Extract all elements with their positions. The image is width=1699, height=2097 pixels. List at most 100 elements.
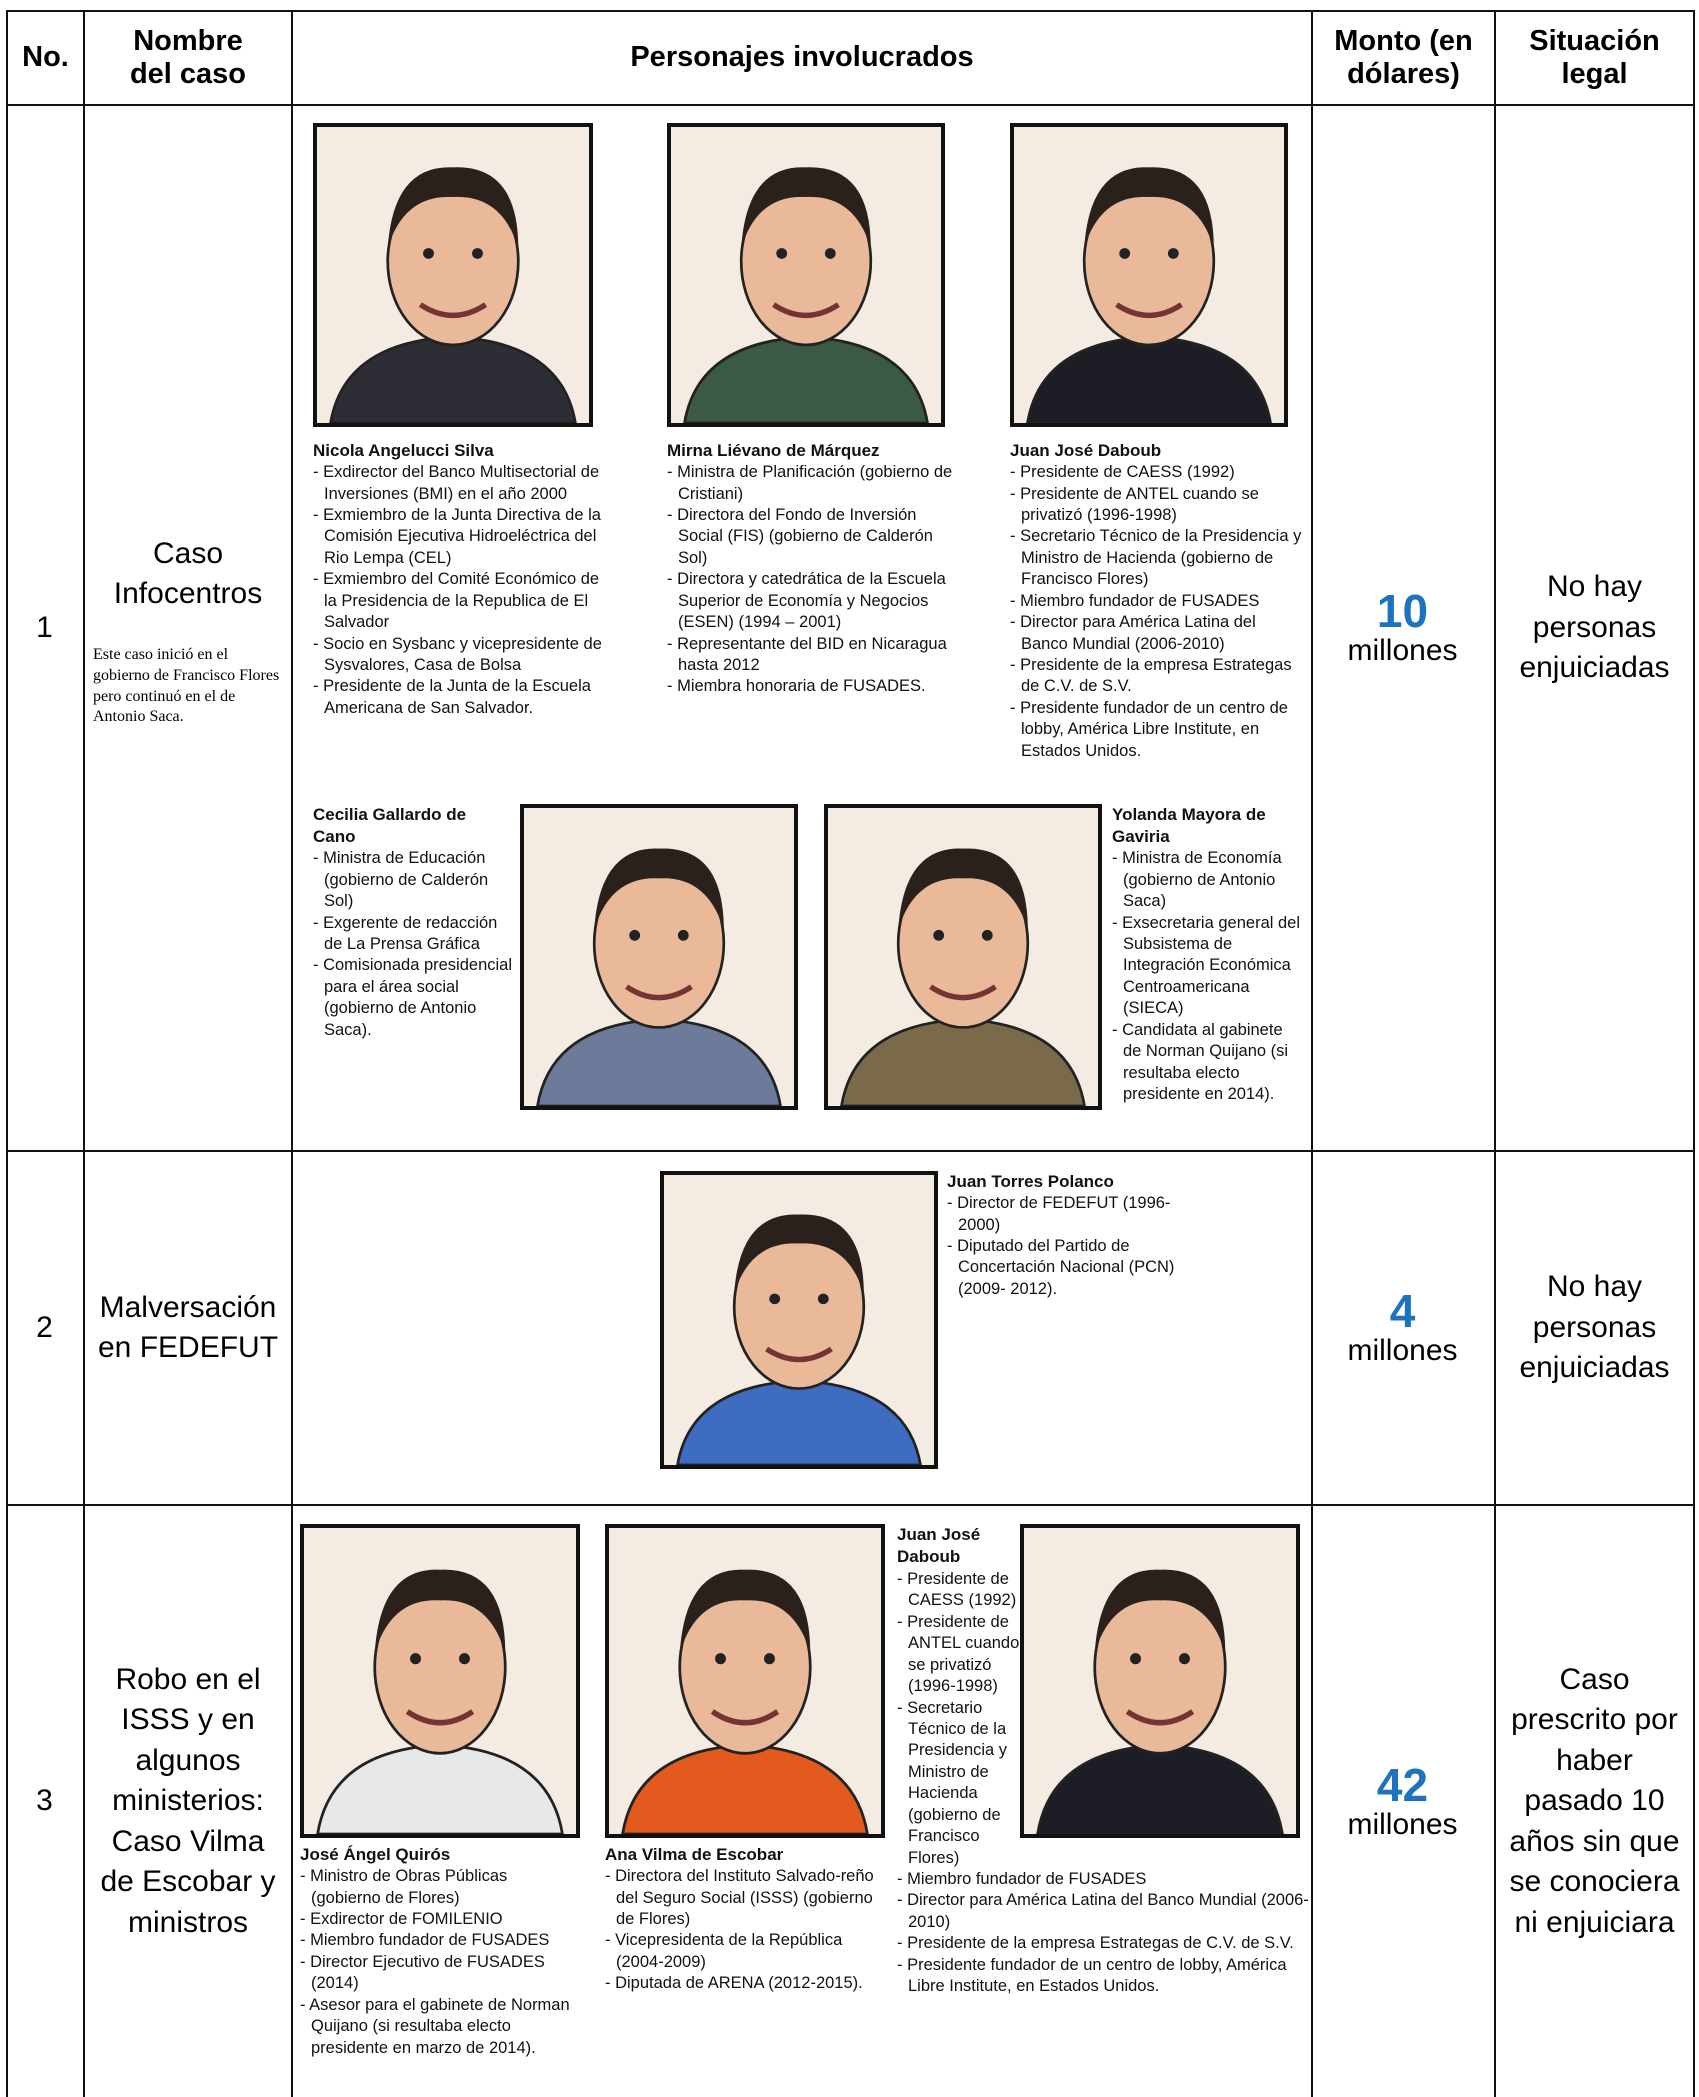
- portrait-drawing: [316, 1569, 564, 1834]
- person-item: - Miembra honoraria de FUSADES.: [667, 677, 926, 696]
- portrait: [605, 1524, 885, 1838]
- person-text: Juan Torres Polanco - Director de FEDEFUT…: [947, 1171, 1187, 1300]
- person-item: - Candidata al gabinete de Norman Quijan…: [1112, 1020, 1289, 1103]
- header-text: Personajes involucrados: [630, 41, 974, 74]
- portrait: [660, 1171, 938, 1469]
- person-item: - Presidente de CAESS (1992): [1010, 463, 1235, 482]
- person-item: - Presidente de CAESS (1992): [897, 1569, 1017, 1610]
- person-item: - Presidente fundador de un centro de lo…: [1010, 698, 1288, 760]
- person-text: Nicola Angelucci Silva - Exdirector del B…: [313, 440, 603, 719]
- portrait: [313, 123, 593, 427]
- table-cell: [1494, 1504, 1695, 2097]
- person-text: Cecilia Gallardo de Cano - Ministra de Ed…: [313, 804, 513, 1041]
- header-cell: Situación legal: [1494, 10, 1695, 106]
- portrait: [667, 123, 945, 427]
- person-item: - Ministro de Obras Públicas (gobierno d…: [300, 1867, 508, 1907]
- person-item: - Socio en Sysbanc y vicepresidente de S…: [313, 634, 602, 675]
- header-cell: Nombre del caso: [83, 10, 293, 106]
- portrait: [1020, 1524, 1300, 1838]
- person-item: - Exmiembro del Comité Económico de la P…: [313, 570, 600, 632]
- person-item: - Vicepresidenta de la República (2004-2…: [605, 1931, 843, 1971]
- case-note: Este caso inició en el gobierno de Franc…: [93, 645, 280, 726]
- person-item: - Exsecretaria general del Subsistema de…: [1112, 913, 1301, 1018]
- portrait: [520, 804, 798, 1110]
- legal-status: No hay personas enjuiciadas: [1519, 1270, 1670, 1385]
- case-name-cell: Malversación en FEDEFUT: [87, 1150, 289, 1506]
- header-cell: Monto (en dólares): [1311, 10, 1496, 106]
- case-number: 1: [36, 610, 53, 644]
- header-cell: No.: [6, 10, 85, 106]
- person-item: - Representante del BID en Nicaragua has…: [667, 634, 947, 675]
- person-item: - Presidente de la empresa Estrategas de…: [897, 1934, 1294, 1953]
- person-text: Yolanda Mayora de Gaviria - Ministra de E…: [1112, 804, 1302, 1105]
- person-text: Mirna Liévano de Márquez - Ministra de Pl…: [667, 440, 957, 698]
- amount-cell: 4 millones: [1311, 1150, 1494, 1506]
- person-text: Juan José Daboub - Presidente de CAESS (1…: [897, 1524, 1309, 1998]
- portrait-drawing: [621, 1569, 869, 1834]
- header-text: Monto (en dólares): [1334, 24, 1473, 90]
- person-name: Juan José Daboub: [1010, 441, 1162, 460]
- case-name: Robo en el ISSS y en algunos ministerios…: [100, 1662, 276, 1939]
- amount-cell: 10 millones: [1311, 104, 1494, 1152]
- header-text: Nombre del caso: [129, 24, 247, 90]
- person-name: Cecilia Gallardo de Cano: [313, 805, 467, 847]
- header-text: No.: [22, 41, 69, 74]
- case-name: Caso Infocentros: [113, 536, 263, 611]
- person-item: - Director para América Latina del Banco…: [897, 1891, 1309, 1931]
- person-item: - Presidente de ANTEL cuando se privatiz…: [897, 1612, 1020, 1696]
- case-number: 3: [36, 1784, 53, 1818]
- person-item: - Comisionada presidencial para el área …: [313, 956, 513, 1039]
- person-item: - Ministra de Educación (gobierno de Cal…: [313, 849, 489, 911]
- person-item: - Exdirector de FOMILENIO: [300, 1909, 503, 1928]
- case-name-cell: Caso Infocentros Este caso inició en el g…: [87, 104, 289, 1152]
- person-item: - Directora del Fondo de Inversión Socia…: [667, 505, 933, 567]
- person-item: - Director Ejecutivo de FUSADES (2014): [300, 1952, 545, 1993]
- person-text: Juan José Daboub - Presidente de CAESS (1…: [1010, 440, 1306, 762]
- person-item: - Director para América Latina del Banco…: [1010, 613, 1256, 653]
- header-cell: Personajes involucrados: [291, 10, 1313, 106]
- person-item: - Presidente de la empresa Estrategas de…: [1010, 656, 1292, 696]
- person-item: - Exgerente de redacción de La Prensa Gr…: [313, 913, 498, 953]
- amount-cell: 42 millones: [1311, 1504, 1494, 2097]
- header-text: Situación legal: [1529, 24, 1660, 90]
- person-item: - Presidente de ANTEL cuando se privatiz…: [1010, 484, 1259, 524]
- person-item: - Exmiembro de la Junta Directiva de la …: [313, 505, 601, 567]
- person-item: - Secretario Técnico de la Presidencia y…: [1010, 527, 1302, 589]
- portrait: [300, 1524, 580, 1838]
- person-item: - Diputada de ARENA (2012-2015).: [605, 1974, 863, 1993]
- person-name: Mirna Liévano de Márquez: [667, 441, 880, 460]
- legal-status: No hay personas enjuiciadas: [1519, 570, 1670, 685]
- person-name: Yolanda Mayora de Gaviria: [1112, 805, 1266, 847]
- portrait-drawing: [676, 1214, 922, 1465]
- amount-unit: millones: [1347, 1807, 1458, 1841]
- person-item: - Miembro fundador de FUSADES: [897, 1870, 1147, 1888]
- person-name: Juan Torres Polanco: [947, 1172, 1114, 1191]
- amount: 10: [1376, 585, 1429, 637]
- person-item: - Secretario Técnico de la Presidencia y…: [897, 1698, 1008, 1867]
- amount-unit: millones: [1347, 1334, 1458, 1367]
- person-item: - Ministra de Economía (gobierno de Anto…: [1112, 849, 1282, 911]
- amount: 42: [1376, 1758, 1429, 1811]
- person-item: - Director de FEDEFUT (1996-2000): [947, 1194, 1171, 1234]
- amount: 4: [1389, 1285, 1416, 1337]
- portrait-drawing: [683, 167, 929, 423]
- person-item: - Miembro fundador de FUSADES: [1010, 591, 1260, 610]
- person-item: - Ministra de Planificación (gobierno de…: [667, 463, 953, 503]
- portrait: [824, 804, 1102, 1110]
- portrait-drawing: [1036, 1569, 1284, 1834]
- case-number: 2: [36, 1310, 53, 1344]
- person-name: Nicola Angelucci Silva: [313, 441, 494, 460]
- portrait: [1010, 123, 1288, 427]
- person-item: - Exdirector del Banco Multisectorial de…: [313, 463, 600, 503]
- person-item: - Miembro fundador de FUSADES: [300, 1931, 550, 1950]
- case-name-cell: Robo en el ISSS y en algunos ministerios…: [87, 1504, 289, 2097]
- float-spacer: [1025, 1524, 1309, 1848]
- portrait-drawing: [536, 848, 782, 1106]
- person-item: - Presidente de la Junta de la Escuela A…: [313, 677, 591, 717]
- person-name: Ana Vilma de Escobar: [605, 1845, 784, 1864]
- portrait-drawing: [840, 848, 1086, 1106]
- portrait-drawing: [1026, 167, 1272, 423]
- portrait-drawing: [329, 167, 577, 423]
- person-text: Ana Vilma de Escobar - Directora del Inst…: [605, 1844, 875, 1995]
